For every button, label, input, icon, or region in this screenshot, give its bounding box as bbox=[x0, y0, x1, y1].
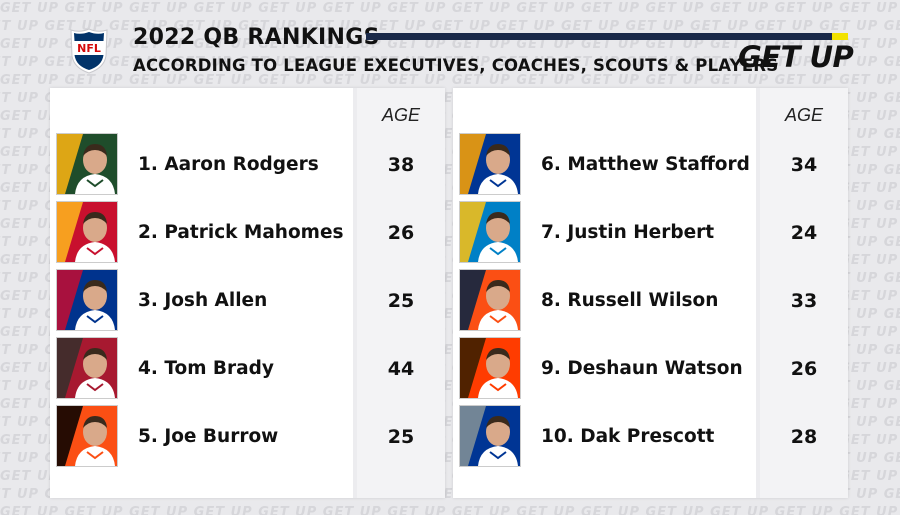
player-row: 8. Russell Wilson 33 bbox=[453, 269, 848, 333]
broncos-logo-icon bbox=[459, 269, 521, 331]
show-brand-logo: GET UP bbox=[738, 40, 854, 74]
player-row: 9. Deshaun Watson 26 bbox=[453, 337, 848, 401]
page-title: 2022 QB RANKINGS bbox=[133, 25, 380, 50]
player-rank-name: 9. Deshaun Watson bbox=[541, 358, 743, 379]
player-row: 4. Tom Brady 44 bbox=[50, 337, 445, 401]
age-column-header: AGE bbox=[784, 105, 823, 125]
browns-logo-icon bbox=[459, 337, 521, 399]
player-rank-name: 3. Josh Allen bbox=[138, 290, 268, 311]
age-column bbox=[357, 88, 445, 498]
player-row: 3. Josh Allen 25 bbox=[50, 269, 445, 333]
rankings-panel-left: AGE 1. Aaron Rodgers 38 2. Patrick Mahomes… bbox=[50, 88, 445, 498]
player-age: 25 bbox=[387, 290, 415, 312]
page-subtitle: ACCORDING TO LEAGUE EXECUTIVES, COACHES,… bbox=[133, 56, 779, 75]
player-age: 33 bbox=[790, 290, 818, 312]
player-rank-name: 4. Tom Brady bbox=[138, 358, 274, 379]
player-age: 25 bbox=[387, 426, 415, 448]
player-rank-name: 7. Justin Herbert bbox=[541, 222, 715, 243]
player-rank-name: 8. Russell Wilson bbox=[541, 290, 719, 311]
chargers-logo-icon bbox=[459, 201, 521, 263]
player-rank-name: 5. Joe Burrow bbox=[138, 426, 279, 447]
player-rank-name: 2. Patrick Mahomes bbox=[138, 222, 344, 243]
chiefs-logo-icon bbox=[56, 201, 118, 263]
title-rule bbox=[366, 33, 848, 40]
player-rank-name: 6. Matthew Stafford bbox=[541, 154, 750, 175]
nfl-logo-icon: NFL bbox=[70, 28, 108, 74]
player-age: 24 bbox=[790, 222, 818, 244]
bengals-logo-icon bbox=[56, 405, 118, 467]
player-age: 26 bbox=[790, 358, 818, 380]
player-rank-name: 10. Dak Prescott bbox=[541, 426, 715, 447]
player-rank-name: 1. Aaron Rodgers bbox=[138, 154, 319, 175]
player-row: 10. Dak Prescott 28 bbox=[453, 405, 848, 469]
age-column bbox=[760, 88, 848, 498]
cowboys-logo-icon bbox=[459, 405, 521, 467]
player-age: 34 bbox=[790, 154, 818, 176]
rankings-panel-right: AGE 6. Matthew Stafford 34 7. Justin Herbe… bbox=[453, 88, 848, 498]
age-column-header: AGE bbox=[381, 105, 420, 125]
player-age: 44 bbox=[387, 358, 415, 380]
player-age: 38 bbox=[387, 154, 415, 176]
player-row: 6. Matthew Stafford 34 bbox=[453, 133, 848, 197]
player-row: 5. Joe Burrow 25 bbox=[50, 405, 445, 469]
rams-logo-icon bbox=[459, 133, 521, 195]
buccaneers-logo-icon bbox=[56, 337, 118, 399]
player-age: 28 bbox=[790, 426, 818, 448]
title-rule-accent bbox=[832, 33, 848, 40]
packers-logo-icon bbox=[56, 133, 118, 195]
nfl-logo-text: NFL bbox=[77, 42, 101, 55]
player-row: 1. Aaron Rodgers 38 bbox=[50, 133, 445, 197]
player-row: 2. Patrick Mahomes 26 bbox=[50, 201, 445, 265]
player-age: 26 bbox=[387, 222, 415, 244]
bills-logo-icon bbox=[56, 269, 118, 331]
player-row: 7. Justin Herbert 24 bbox=[453, 201, 848, 265]
